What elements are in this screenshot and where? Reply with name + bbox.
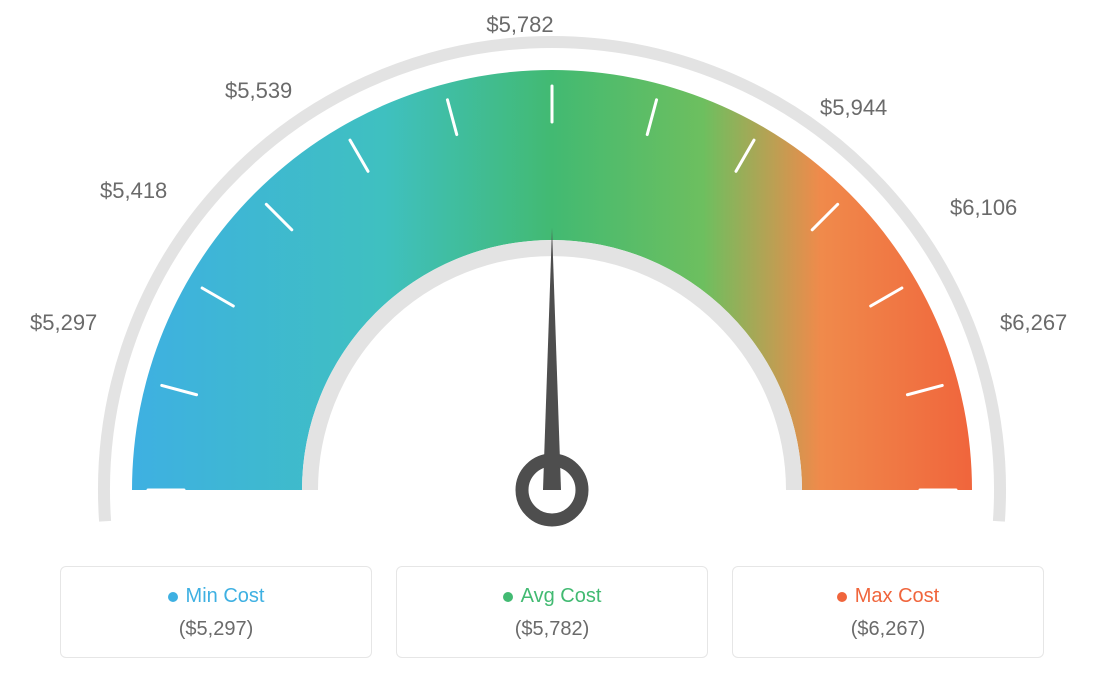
- gauge-tick-label: $5,297: [30, 310, 97, 336]
- legend-card-max: Max Cost ($6,267): [732, 566, 1044, 658]
- legend-title-max: Max Cost: [855, 585, 939, 608]
- legend-dot-min: [168, 592, 178, 602]
- legend-dot-max: [837, 592, 847, 602]
- gauge-chart-container: $5,297 $5,418 $5,539 $5,782 $5,944 $6,106 $6,2…: [0, 0, 1104, 690]
- legend-title-row: Max Cost: [753, 585, 1023, 608]
- legend-title-min: Min Cost: [186, 585, 265, 608]
- legend-card-min: Min Cost ($5,297): [60, 566, 372, 658]
- gauge-tick-label: $5,944: [820, 95, 887, 121]
- gauge-area: $5,297 $5,418 $5,539 $5,782 $5,944 $6,106 $6,2…: [0, 0, 1104, 540]
- legend-value-max: ($6,267): [753, 618, 1023, 641]
- legend-title-row: Avg Cost: [417, 585, 687, 608]
- legend-value-min: ($5,297): [81, 618, 351, 641]
- gauge-tick-label: $5,539: [225, 78, 292, 104]
- legend-value-avg: ($5,782): [417, 618, 687, 641]
- gauge-svg: [0, 0, 1104, 540]
- legend-dot-avg: [503, 592, 513, 602]
- legend-row: Min Cost ($5,297) Avg Cost ($5,782) Max …: [60, 566, 1044, 658]
- gauge-tick-label: $6,106: [950, 195, 1017, 221]
- gauge-tick-label: $5,782: [486, 12, 553, 38]
- legend-card-avg: Avg Cost ($5,782): [396, 566, 708, 658]
- legend-title-avg: Avg Cost: [521, 585, 602, 608]
- gauge-tick-label: $6,267: [1000, 310, 1067, 336]
- gauge-tick-label: $5,418: [100, 178, 167, 204]
- legend-title-row: Min Cost: [81, 585, 351, 608]
